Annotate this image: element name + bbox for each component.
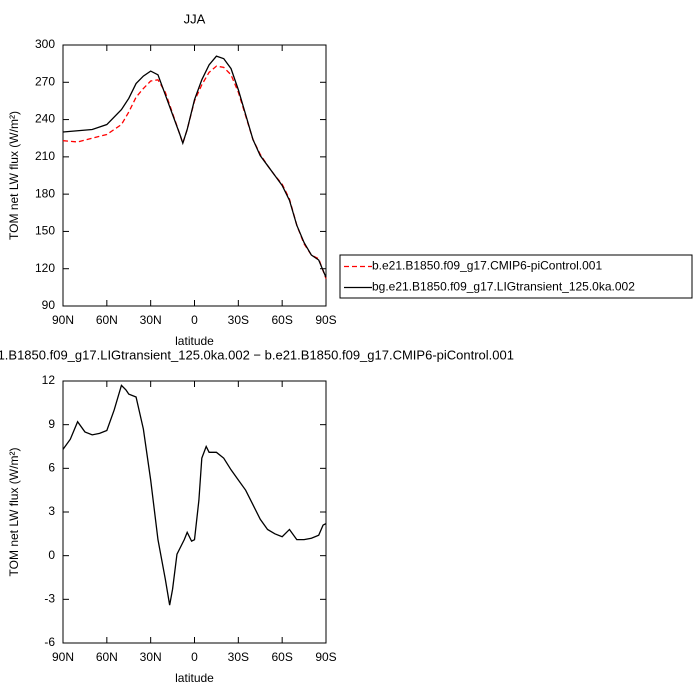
y-tick-label: 3 <box>48 504 55 518</box>
y-tick-label: 240 <box>35 112 55 126</box>
x-tick-label: 60S <box>271 650 292 664</box>
chart-title: bg.e21.B1850.f09_g17.LIGtransient_125.0k… <box>0 347 514 362</box>
plot-frame <box>62 380 327 644</box>
x-tick-label: 90N <box>52 650 74 664</box>
y-tick-label: 90 <box>42 298 56 312</box>
chart-title: JJA <box>184 11 206 26</box>
y-tick-label: 9 <box>48 417 55 431</box>
x-tick-label: 90N <box>52 313 74 327</box>
x-tick-label: 30S <box>228 650 249 664</box>
x-axis-label: latitude <box>175 334 214 348</box>
x-tick-label: 30N <box>140 650 162 664</box>
x-tick-label: 90S <box>315 313 336 327</box>
legend-box <box>339 254 693 299</box>
y-tick-label: 300 <box>35 37 55 51</box>
x-tick-label: 0 <box>191 650 198 664</box>
y-tick-label: 150 <box>35 224 55 238</box>
plot-frame <box>62 44 327 307</box>
y-tick-label: 210 <box>35 149 55 163</box>
y-tick-label: 120 <box>35 261 55 275</box>
y-tick-label: 6 <box>48 461 55 475</box>
y-axis-label: TOM net LW flux (W/m²) <box>7 448 21 577</box>
x-tick-label: 90S <box>315 650 336 664</box>
x-tick-label: 30N <box>140 313 162 327</box>
y-tick-label: -3 <box>44 592 55 606</box>
y-tick-label: -6 <box>44 635 55 649</box>
x-tick-label: 60S <box>271 313 292 327</box>
x-axis-label: latitude <box>175 671 214 685</box>
y-tick-label: 12 <box>42 373 56 387</box>
legend-label: bg.e21.B1850.f09_g17.LIGtransient_125.0k… <box>372 280 635 294</box>
x-tick-label: 30S <box>228 313 249 327</box>
legend-label: b.e21.B1850.f09_g17.CMIP6-piControl.001 <box>372 259 602 273</box>
x-tick-label: 0 <box>191 313 198 327</box>
data-line <box>62 384 327 606</box>
x-tick-label: 60N <box>96 650 118 664</box>
y-tick-label: 180 <box>35 186 55 200</box>
data-line <box>62 55 327 278</box>
x-tick-label: 60N <box>96 313 118 327</box>
y-tick-label: 270 <box>35 74 55 88</box>
y-axis-label: TOM net LW flux (W/m²) <box>7 111 21 240</box>
y-tick-label: 0 <box>48 548 55 562</box>
